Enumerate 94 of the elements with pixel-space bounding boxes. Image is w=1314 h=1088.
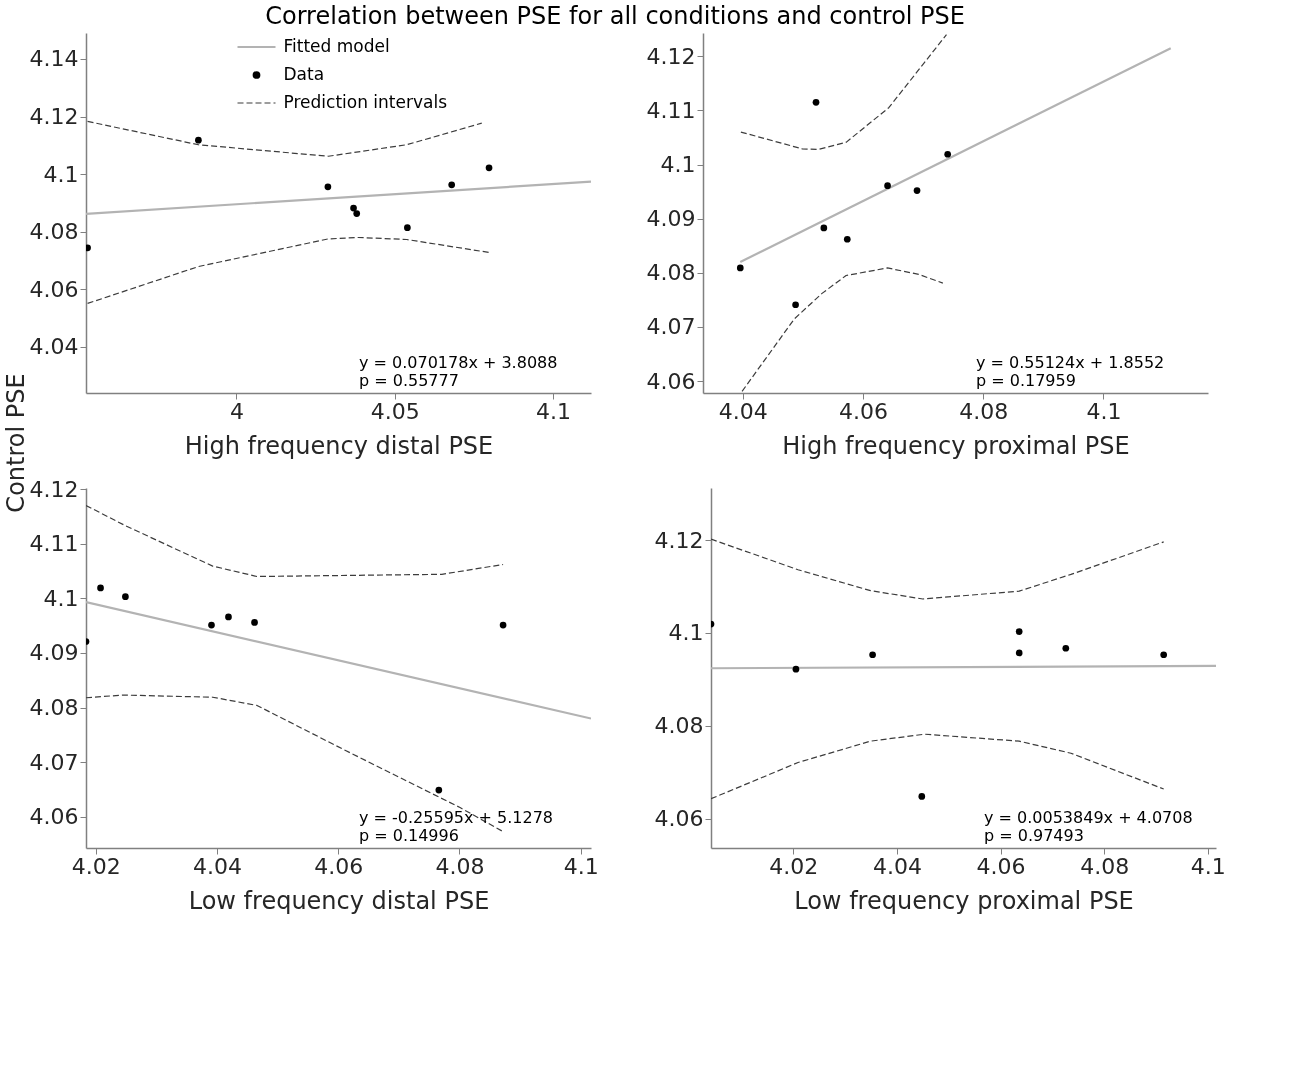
line-series (711, 733, 1165, 800)
y-tick-label: 4.06 (654, 806, 704, 832)
y-tick-label: 4.12 (29, 476, 79, 502)
point (792, 301, 799, 309)
x-tick-label: 4.04 (718, 398, 768, 424)
point (225, 613, 232, 621)
x-tick-label: 4.04 (872, 853, 922, 879)
point (736, 264, 744, 272)
x-tick-label: 4.1 (563, 853, 599, 879)
line-series (741, 267, 944, 392)
point (1160, 651, 1168, 659)
point (324, 183, 332, 191)
point (448, 181, 456, 189)
x-tick-label: 4.06 (314, 853, 364, 879)
y-tick-label: 4.12 (29, 104, 79, 130)
point (1062, 644, 1070, 652)
x-tick-label: 4.05 (370, 398, 420, 424)
y-tick-label: 4.06 (646, 368, 696, 394)
x-tick-label: 4.1 (1086, 398, 1122, 424)
point (918, 793, 926, 800)
y-tick-label: 4.08 (654, 713, 704, 739)
y-tick-label: 4.1 (43, 161, 79, 187)
chart-title: Correlation between PSE for all conditions and control PSE (265, 2, 965, 30)
y-tick-label: 4.07 (29, 749, 79, 775)
x-tick-label: 4.04 (192, 853, 242, 879)
point (251, 619, 258, 626)
x-axis-title: High frequency distal PSE (184, 431, 494, 460)
y-tick-label: 4.14 (29, 46, 79, 72)
y-tick-label: 4.09 (646, 206, 696, 232)
annotation: p = 0.17959 (976, 371, 1076, 390)
y-tick-label: 4.11 (646, 97, 696, 123)
point (869, 651, 876, 659)
x-axis-title: Low frequency proximal PSE (794, 886, 1134, 915)
line-series (86, 236, 490, 305)
point (350, 204, 357, 212)
y-tick-label: 4.11 (29, 531, 79, 557)
annotation: p = 0.14996 (359, 826, 459, 845)
legend-label: Fitted model (283, 36, 390, 56)
x-tick-label: 4.08 (1080, 853, 1130, 879)
x-axis-title: High frequency proximal PSE (782, 431, 1130, 460)
point (820, 224, 828, 232)
point (404, 224, 411, 232)
y-tick-label: 4.08 (29, 219, 79, 245)
y-tick-label: 4.06 (29, 804, 79, 830)
legend-label: Data (283, 64, 325, 84)
x-tick-label: 4.02 (769, 853, 819, 879)
point (195, 136, 202, 144)
y-tick-label: 4.12 (646, 43, 696, 69)
y-tick-label: 4.1 (43, 585, 79, 611)
x-axis-title: Low frequency distal PSE (188, 886, 490, 915)
legend-label: Prediction intervals (283, 92, 448, 112)
x-tick-label: 4.1 (536, 398, 572, 424)
x-tick-label: 4.1 (1190, 853, 1226, 879)
point (944, 150, 952, 158)
y-tick-label: 4.08 (646, 260, 696, 286)
annotation: p = 0.55777 (359, 371, 459, 390)
point (812, 98, 820, 106)
x-tick-label: 4.06 (838, 398, 888, 424)
x-tick-label: 4.08 (959, 398, 1009, 424)
point (1015, 649, 1023, 657)
x-tick-label: 4.06 (976, 853, 1026, 879)
y-tick-label: 4.09 (29, 640, 79, 666)
annotation: y = -0.25595x + 5.1278 (359, 808, 554, 827)
point (208, 621, 215, 629)
y-tick-label: 4.1 (668, 620, 704, 646)
point (1015, 628, 1023, 635)
annotation: y = 0.070178x + 3.8088 (359, 353, 558, 372)
point (792, 665, 800, 673)
x-tick-label: 4.08 (435, 853, 485, 879)
line-series (86, 120, 483, 157)
point (435, 786, 443, 794)
point (485, 164, 493, 172)
x-tick-label: 4.02 (71, 853, 121, 879)
y-tick-label: 4.08 (29, 695, 79, 721)
y-tick-label: 4.1 (660, 152, 696, 178)
annotation: y = 0.55124x + 1.8552 (976, 353, 1165, 372)
point (353, 210, 361, 217)
line-series (711, 538, 1165, 600)
y-tick-label: 4.12 (654, 527, 704, 553)
annotation: p = 0.97493 (984, 826, 1084, 845)
point (913, 187, 921, 194)
point (499, 621, 507, 629)
y-axis-title: Control PSE (2, 373, 30, 513)
y-tick-label: 4.04 (29, 334, 79, 360)
point (843, 235, 851, 243)
point (122, 593, 129, 601)
line-series (740, 34, 948, 150)
point (97, 584, 104, 592)
x-tick-label: 4 (229, 398, 244, 424)
y-tick-label: 4.07 (646, 314, 696, 340)
annotation: y = 0.0053849x + 4.0708 (984, 808, 1193, 827)
y-tick-label: 4.06 (29, 276, 79, 302)
line-series (86, 504, 504, 578)
point (884, 182, 891, 190)
